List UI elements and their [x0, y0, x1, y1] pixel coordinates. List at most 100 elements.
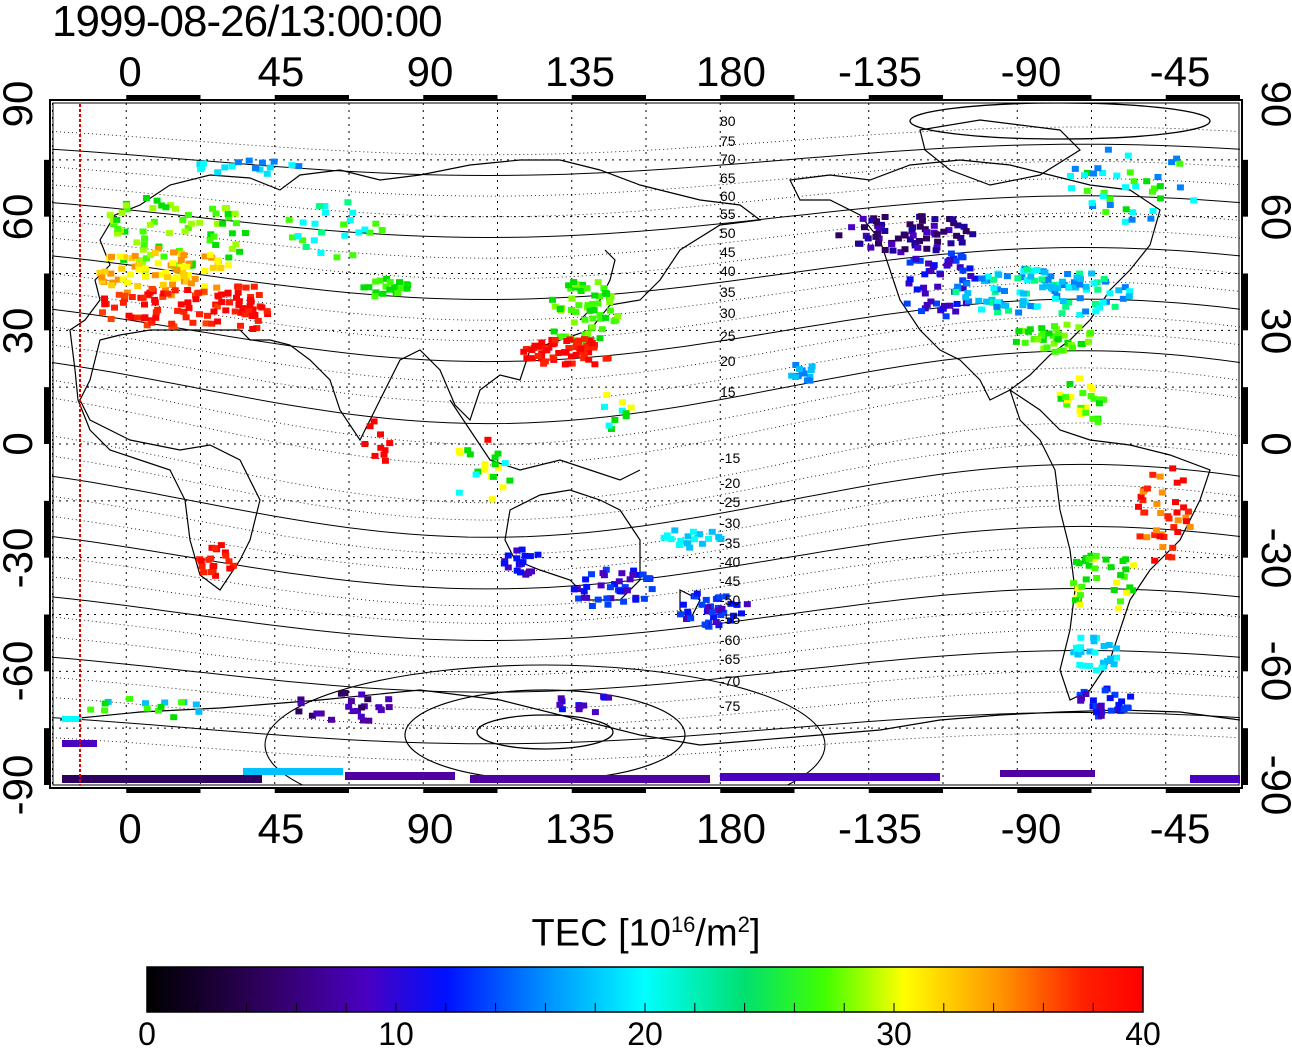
tec-point — [1064, 271, 1072, 277]
tec-point — [570, 586, 578, 593]
tec-point — [966, 265, 974, 272]
tec-point — [575, 302, 583, 309]
tec-point — [153, 197, 161, 204]
tec-point — [1021, 339, 1029, 346]
tec-point — [583, 343, 591, 350]
colorbar-tick-label: 30 — [876, 1016, 912, 1052]
tec-point — [151, 250, 159, 257]
tec-point — [521, 552, 529, 559]
tec-point — [1106, 202, 1114, 208]
frame-bar-bottom — [1017, 787, 1092, 793]
tec-point — [572, 351, 580, 358]
tec-point — [1051, 295, 1059, 302]
tec-point — [131, 252, 139, 259]
tec-point — [806, 373, 814, 380]
tec-point — [1149, 208, 1157, 214]
mag-contour — [52, 212, 1240, 259]
tec-point — [1172, 499, 1179, 506]
tec-point — [1158, 489, 1166, 496]
tec-point — [1102, 556, 1110, 563]
tec-point — [601, 694, 609, 701]
tec-point — [551, 303, 559, 310]
tec-point — [957, 235, 965, 241]
tec-point — [115, 291, 123, 298]
tec-point — [1156, 183, 1164, 190]
colorbar-tick-label: 40 — [1125, 1016, 1161, 1052]
tec-point — [1152, 527, 1160, 534]
tec-point — [606, 307, 614, 314]
tec-point — [222, 307, 230, 314]
tec-point — [959, 285, 967, 292]
tec-point — [727, 617, 734, 624]
tec-point — [627, 404, 635, 411]
tec-point — [124, 279, 131, 286]
tec-point — [874, 230, 881, 237]
tec-point — [1058, 278, 1066, 285]
tec-point — [1039, 284, 1047, 291]
tec-point — [1075, 324, 1083, 331]
tec-point — [116, 253, 124, 260]
tec-point — [212, 210, 220, 217]
tec-point — [361, 441, 369, 447]
contour-label: -20 — [720, 475, 740, 491]
tec-point — [184, 224, 192, 231]
tec-point — [119, 299, 127, 306]
tec-point — [596, 293, 603, 300]
tec-point — [1106, 695, 1114, 702]
tec-point — [594, 300, 602, 307]
tec-point — [228, 163, 236, 170]
tec-point — [1078, 340, 1086, 347]
tec-point — [626, 576, 634, 583]
tec-point — [1125, 293, 1133, 300]
axis-label-bottom: 135 — [545, 805, 615, 852]
axis-label-top: -135 — [838, 48, 922, 95]
tec-point — [969, 231, 977, 238]
tec-point — [1105, 642, 1113, 648]
tec-point — [523, 355, 531, 362]
tec-point — [201, 253, 209, 260]
tec-point — [960, 223, 968, 230]
tec-point — [1173, 509, 1181, 516]
tec-point — [903, 300, 911, 307]
mag-contour — [52, 587, 1240, 642]
tec-point — [151, 296, 159, 303]
tec-point — [211, 545, 219, 552]
tec-point — [594, 596, 602, 603]
tec-point — [205, 556, 213, 563]
tec-point — [231, 210, 239, 217]
tec-point — [235, 298, 243, 305]
tec-point — [1077, 697, 1085, 704]
tec-point — [1156, 533, 1164, 540]
tec-point — [1120, 706, 1128, 713]
tec-band — [1000, 770, 1095, 777]
tec-point — [954, 222, 962, 229]
tec-point — [139, 246, 147, 253]
tec-point — [169, 260, 177, 267]
tec-point — [366, 423, 374, 430]
tec-point — [1127, 693, 1135, 700]
tec-point — [1090, 634, 1098, 641]
tec-point — [956, 264, 964, 271]
tec-point — [170, 714, 178, 721]
tec-point — [225, 214, 233, 221]
tec-point — [1087, 329, 1094, 336]
tec-point — [209, 264, 217, 271]
tec-point — [603, 392, 611, 398]
tec-point — [347, 698, 355, 705]
tec-point — [868, 217, 876, 224]
tec-point — [596, 312, 604, 319]
tec-point — [607, 426, 615, 432]
tec-point — [245, 308, 253, 315]
tec-point — [1174, 529, 1182, 535]
contour-labels: 80 75 70 65 60 55 50 45 40 35 30 25 20 15 -15 -20 -25 -30… — [720, 113, 740, 714]
contour-label: 40 — [720, 263, 736, 279]
tec-point — [168, 323, 176, 330]
tec-point — [221, 205, 229, 212]
tec-point — [178, 699, 186, 706]
tec-point — [1071, 597, 1079, 604]
tec-point — [1099, 659, 1107, 666]
colorbar-ticks — [146, 1003, 1144, 1012]
tec-point — [603, 290, 610, 297]
mag-contour — [52, 264, 1240, 321]
tec-point — [1073, 558, 1080, 565]
